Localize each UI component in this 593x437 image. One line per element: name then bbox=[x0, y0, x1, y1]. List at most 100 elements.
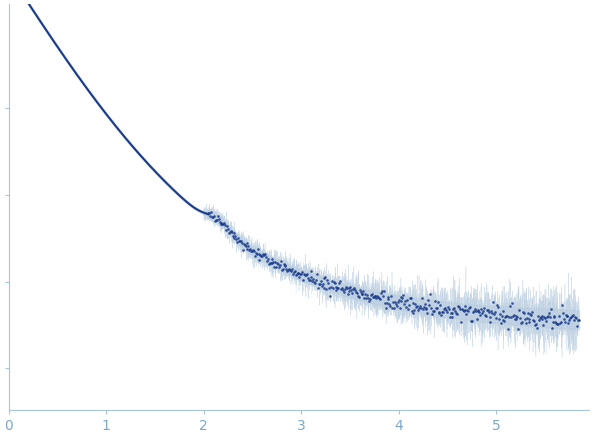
Point bbox=[413, 306, 423, 313]
Point bbox=[425, 301, 434, 308]
Point bbox=[320, 284, 329, 291]
Point bbox=[547, 324, 556, 331]
Point bbox=[237, 239, 247, 246]
Point bbox=[266, 260, 275, 267]
Point bbox=[435, 309, 444, 316]
Point bbox=[507, 299, 517, 306]
Point bbox=[405, 295, 415, 302]
Point bbox=[498, 316, 507, 323]
Point bbox=[451, 310, 461, 317]
Point bbox=[536, 313, 546, 320]
Point bbox=[287, 266, 296, 273]
Point bbox=[418, 305, 428, 312]
Point bbox=[323, 277, 332, 284]
Point bbox=[296, 271, 306, 277]
Point bbox=[349, 284, 359, 291]
Point bbox=[417, 295, 426, 302]
Point bbox=[336, 286, 346, 293]
Point bbox=[252, 250, 262, 257]
Point bbox=[260, 250, 270, 257]
Point bbox=[384, 293, 393, 300]
Point bbox=[375, 295, 385, 302]
Point bbox=[295, 273, 304, 280]
Point bbox=[249, 248, 259, 255]
Point bbox=[378, 292, 388, 299]
Point bbox=[454, 304, 464, 311]
Point bbox=[214, 216, 224, 223]
Point bbox=[474, 309, 484, 316]
Point bbox=[224, 230, 234, 237]
Point bbox=[346, 286, 356, 293]
Point bbox=[522, 314, 531, 321]
Point bbox=[535, 314, 544, 321]
Point bbox=[551, 318, 560, 325]
Point bbox=[439, 305, 449, 312]
Point bbox=[494, 316, 503, 323]
Point bbox=[550, 314, 559, 321]
Point bbox=[259, 250, 268, 257]
Point bbox=[503, 325, 513, 332]
Point bbox=[333, 284, 342, 291]
Point bbox=[562, 312, 571, 319]
Point bbox=[244, 242, 253, 249]
Point bbox=[426, 305, 436, 312]
Point bbox=[272, 264, 281, 271]
Point bbox=[352, 289, 362, 296]
Point bbox=[288, 271, 298, 278]
Point bbox=[344, 285, 353, 292]
Point bbox=[205, 210, 214, 217]
Point bbox=[449, 304, 459, 311]
Point bbox=[502, 313, 512, 320]
Point bbox=[365, 295, 375, 302]
Point bbox=[443, 304, 452, 311]
Point bbox=[515, 314, 525, 321]
Point bbox=[291, 271, 301, 278]
Point bbox=[429, 307, 439, 314]
Point bbox=[377, 290, 386, 297]
Point bbox=[313, 271, 322, 278]
Point bbox=[398, 291, 408, 298]
Point bbox=[362, 295, 371, 302]
Point bbox=[369, 294, 378, 301]
Point bbox=[346, 284, 355, 291]
Point bbox=[257, 253, 267, 260]
Point bbox=[436, 301, 445, 308]
Point bbox=[407, 308, 416, 315]
Point bbox=[533, 313, 543, 320]
Point bbox=[274, 264, 283, 271]
Point bbox=[351, 288, 361, 295]
Point bbox=[362, 291, 372, 298]
Point bbox=[415, 304, 424, 311]
Point bbox=[467, 317, 477, 324]
Point bbox=[493, 303, 503, 310]
Point bbox=[329, 278, 339, 285]
Point bbox=[227, 229, 237, 236]
Point bbox=[487, 307, 496, 314]
Point bbox=[559, 316, 569, 323]
Point bbox=[438, 308, 447, 315]
Point bbox=[247, 248, 256, 255]
Point bbox=[549, 312, 559, 319]
Point bbox=[452, 311, 462, 318]
Point bbox=[400, 298, 410, 305]
Point bbox=[485, 314, 495, 321]
Point bbox=[553, 320, 563, 327]
Point bbox=[573, 316, 582, 323]
Point bbox=[350, 287, 360, 294]
Point bbox=[401, 304, 411, 311]
Point bbox=[434, 309, 444, 316]
Point bbox=[518, 308, 528, 315]
Point bbox=[423, 310, 432, 317]
Point bbox=[456, 319, 466, 326]
Point bbox=[336, 278, 345, 285]
Point bbox=[463, 306, 472, 313]
Point bbox=[315, 281, 324, 288]
Point bbox=[345, 288, 354, 295]
Point bbox=[428, 311, 437, 318]
Point bbox=[372, 295, 381, 302]
Point bbox=[286, 268, 296, 275]
Point bbox=[372, 292, 382, 299]
Point bbox=[487, 309, 497, 316]
Point bbox=[229, 235, 239, 242]
Point bbox=[317, 283, 326, 290]
